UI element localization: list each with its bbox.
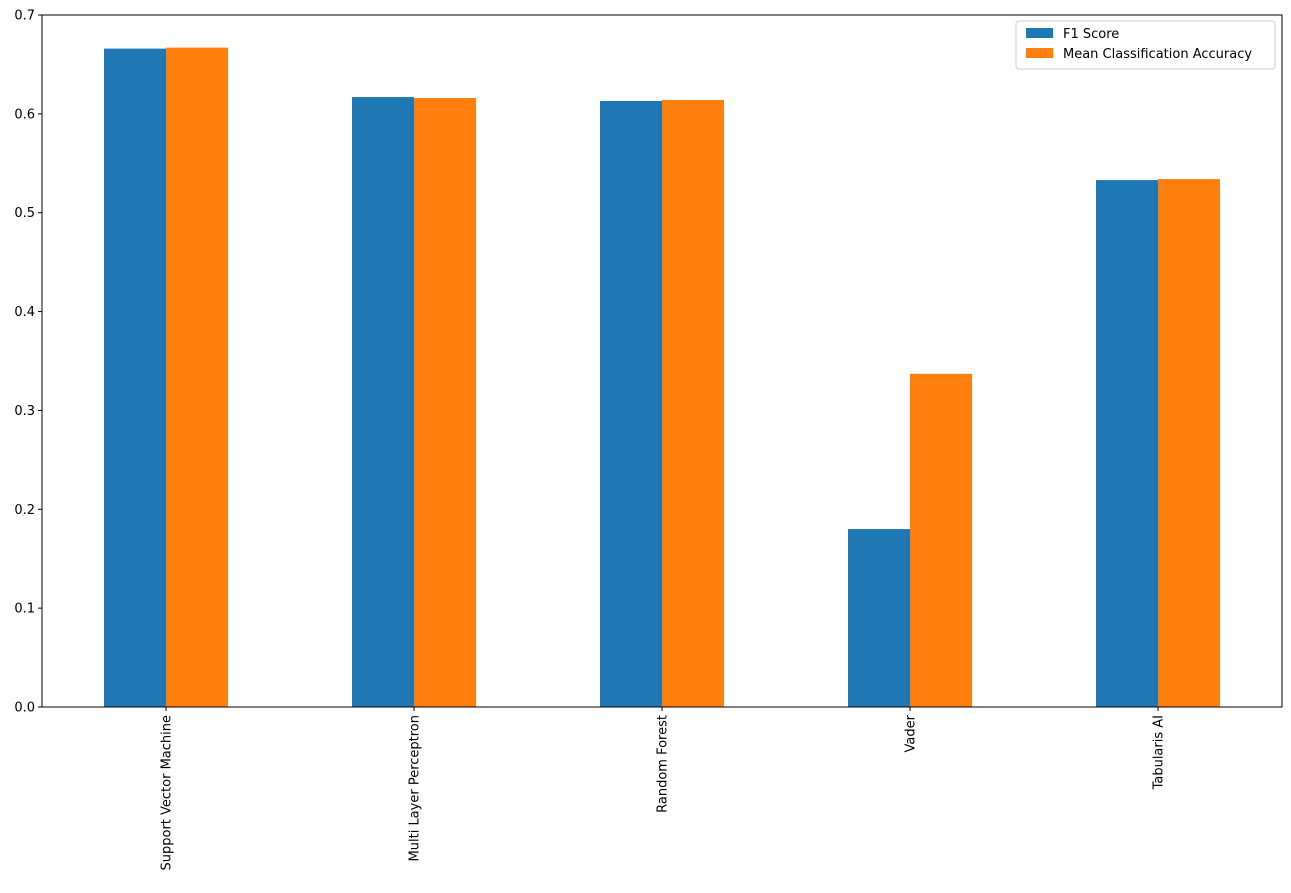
x-tick-label: Vader bbox=[904, 714, 919, 752]
legend-box bbox=[1015, 20, 1276, 70]
bar-mean-classification-accuracy-0 bbox=[166, 47, 228, 707]
y-tick-label: 0.5 bbox=[14, 206, 35, 221]
bar-mean-classification-accuracy-2 bbox=[662, 100, 724, 707]
y-tick-label: 0.7 bbox=[14, 9, 35, 24]
legend-swatch-1 bbox=[1026, 48, 1053, 58]
y-tick-label: 0.1 bbox=[14, 602, 35, 617]
bar-f1-score-4 bbox=[1096, 180, 1158, 707]
legend-label-1: Mean Classification Accuracy bbox=[1063, 47, 1252, 62]
bars-layer bbox=[104, 47, 1220, 708]
bar-f1-score-2 bbox=[600, 101, 662, 707]
legend-swatch-0 bbox=[1026, 28, 1053, 38]
y-tick-label: 0.6 bbox=[14, 107, 35, 122]
bar-mean-classification-accuracy-3 bbox=[910, 373, 972, 707]
x-tick-label: Random Forest bbox=[656, 715, 671, 813]
y-tick-label: 0.4 bbox=[14, 305, 35, 320]
x-tick-label: Tabularis AI bbox=[1152, 715, 1167, 790]
x-tick-label: Support Vector Machine bbox=[160, 715, 175, 871]
bar-f1-score-0 bbox=[104, 48, 166, 707]
x-tick-label: Multi Layer Perceptron bbox=[408, 715, 423, 861]
bar-mean-classification-accuracy-1 bbox=[414, 98, 476, 708]
y-tick-label: 0.2 bbox=[14, 503, 35, 518]
bar-f1-score-3 bbox=[848, 529, 910, 707]
x-axis: Support Vector Machine Multi Layer Percep… bbox=[160, 707, 1167, 871]
y-tick-label: 0.0 bbox=[14, 701, 35, 716]
y-tick-label: 0.3 bbox=[14, 404, 35, 419]
legend: F1 Score Mean Classification Accuracy bbox=[1015, 20, 1276, 70]
y-axis: 0.0 0.1 0.2 0.3 0.4 0.5 0.6 0.7 bbox=[14, 9, 42, 716]
legend-label-0: F1 Score bbox=[1063, 27, 1119, 42]
bar-f1-score-1 bbox=[352, 97, 414, 707]
bar-mean-classification-accuracy-4 bbox=[1158, 179, 1220, 708]
